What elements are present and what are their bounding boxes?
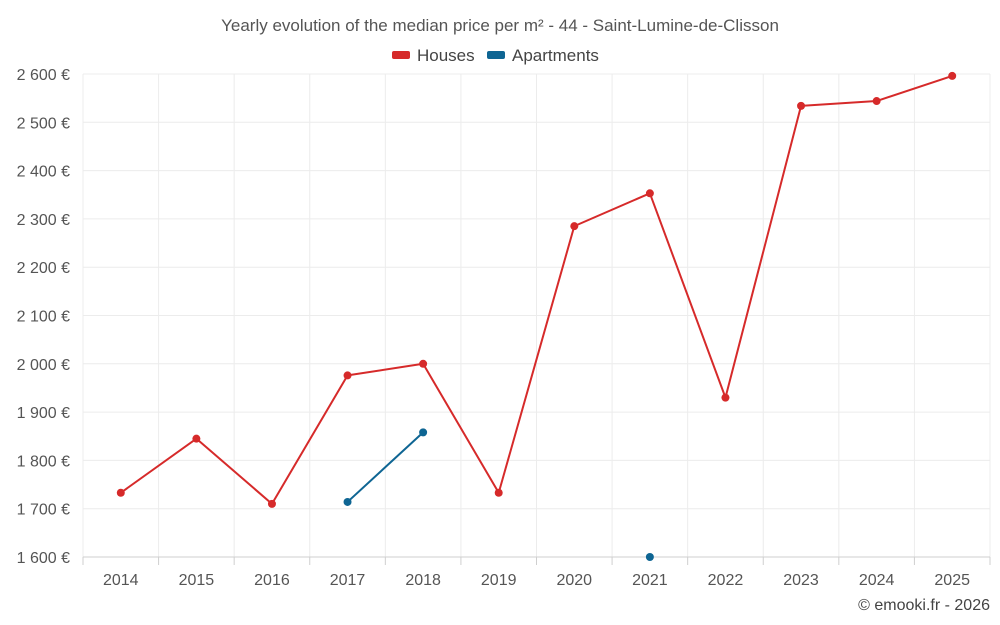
x-tick-label: 2015	[179, 572, 215, 589]
apartments-point	[419, 428, 428, 437]
y-tick-label: 1 600 €	[17, 550, 70, 567]
legend-label: Apartments	[512, 46, 599, 65]
houses-point	[570, 222, 579, 231]
x-tick-label: 2014	[103, 572, 139, 589]
x-tick-label: 2019	[481, 572, 517, 589]
apartments-point	[343, 497, 352, 506]
y-tick-label: 2 600 €	[17, 67, 70, 84]
houses-point	[116, 488, 125, 497]
y-tick-label: 2 400 €	[17, 164, 70, 181]
houses-point	[721, 393, 730, 402]
chart-title: Yearly evolution of the median price per…	[221, 16, 779, 35]
legend-item-apartments[interactable]: Apartments	[487, 46, 599, 65]
y-tick-label: 1 700 €	[17, 502, 70, 519]
x-axis: 2014 2015 2016 2017 2018 2019 2020 2021 2022 2023…	[82, 556, 991, 589]
y-axis: 1 600 € 1 700 € 1 800 € 1 900 € 2 000 € 2 100…	[17, 67, 70, 567]
y-tick-label: 2 500 €	[17, 115, 70, 132]
x-tick-label: 2018	[405, 572, 441, 589]
x-tick-label: 2025	[934, 572, 970, 589]
x-tick-label: 2016	[254, 572, 290, 589]
houses-point	[797, 101, 806, 110]
houses-point	[948, 71, 957, 80]
houses-line	[120, 74, 953, 505]
apartments-point	[645, 553, 654, 561]
x-gridlines	[82, 74, 991, 557]
y-tick-label: 2 100 €	[17, 309, 70, 326]
x-tick-label: 2020	[556, 572, 592, 589]
houses-point	[494, 488, 503, 497]
houses-point	[267, 499, 276, 508]
x-tick-label: 2021	[632, 572, 668, 589]
apartments-line	[346, 431, 424, 503]
x-tick-label: 2024	[859, 572, 895, 589]
series-lines	[120, 74, 953, 505]
y-tick-label: 1 900 €	[17, 405, 70, 422]
x-tick-label: 2023	[783, 572, 819, 589]
houses-point	[419, 359, 428, 368]
houses-point	[645, 189, 654, 198]
series-points	[116, 71, 957, 561]
houses-point	[343, 371, 352, 380]
y-tick-label: 2 300 €	[17, 212, 70, 229]
y-tick-label: 2 200 €	[17, 260, 70, 277]
x-tick-label: 2022	[708, 572, 744, 589]
y-tick-label: 1 800 €	[17, 453, 70, 470]
legend-swatch	[392, 51, 410, 59]
legend-item-houses[interactable]: Houses	[392, 46, 475, 65]
houses-point	[872, 97, 881, 106]
houses-point	[192, 434, 201, 443]
y-tick-label: 2 000 €	[17, 357, 70, 374]
x-tick-label: 2017	[330, 572, 366, 589]
legend: Houses Apartments	[392, 46, 599, 65]
credit-text: © emooki.fr - 2026	[858, 597, 990, 614]
legend-label: Houses	[417, 46, 475, 65]
legend-swatch	[487, 51, 505, 59]
